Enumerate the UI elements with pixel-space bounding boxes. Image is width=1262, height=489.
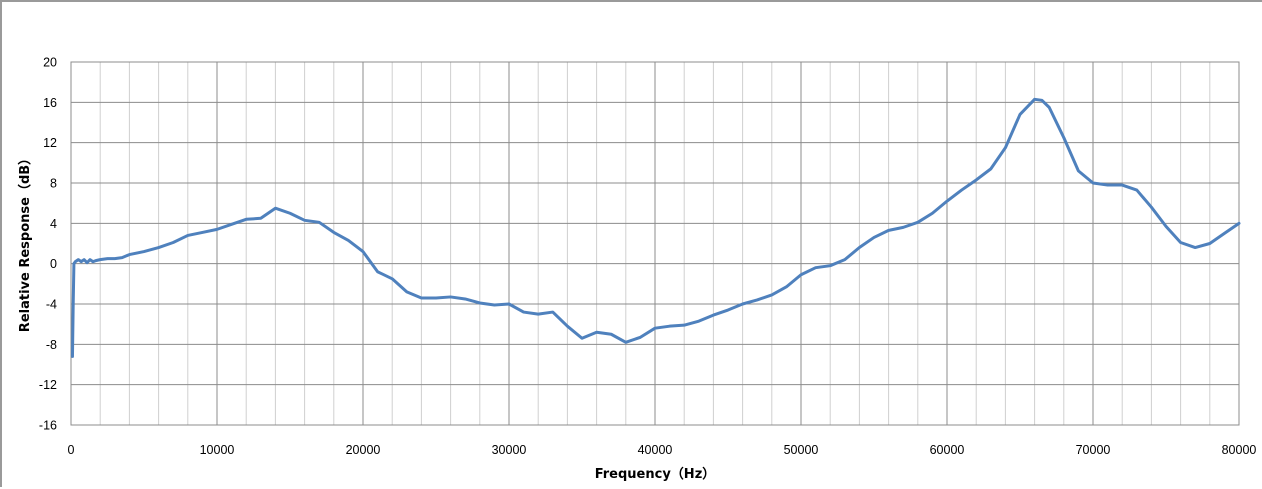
y-tick-label: -4 bbox=[46, 298, 57, 312]
x-axis-title: Frequency（Hz） bbox=[595, 466, 716, 482]
y-tick-label: 16 bbox=[43, 96, 57, 110]
plot-area-border bbox=[70, 61, 1240, 426]
y-tick-label: 4 bbox=[50, 217, 57, 231]
x-axis-tick-labels: 0 10000 20000 30000 40000 50000 60000 70000 8000… bbox=[68, 443, 1257, 457]
y-tick-label: 20 bbox=[43, 56, 57, 70]
y-tick-label: -16 bbox=[39, 419, 57, 433]
series-line bbox=[70, 97, 1241, 358]
y-tick-label: 8 bbox=[50, 177, 57, 191]
x-tick-label: 70000 bbox=[1076, 443, 1111, 457]
minor-gridlines bbox=[99, 62, 1211, 425]
x-tick-label: 50000 bbox=[784, 443, 819, 457]
x-tick-label: 60000 bbox=[930, 443, 965, 457]
x-tick-label: 80000 bbox=[1222, 443, 1257, 457]
x-tick-label: 10000 bbox=[200, 443, 235, 457]
y-tick-label: 12 bbox=[43, 136, 57, 150]
y-axis-title: Relative Response（dB） bbox=[17, 152, 33, 332]
x-tick-label: 0 bbox=[68, 443, 75, 457]
y-tick-label: -12 bbox=[39, 378, 57, 392]
y-axis-tick-labels: -16 -12 -8 -4 0 4 8 12 16 20 bbox=[39, 56, 57, 433]
y-tick-label: -8 bbox=[46, 338, 57, 352]
x-tick-label: 40000 bbox=[638, 443, 673, 457]
x-tick-label: 20000 bbox=[346, 443, 381, 457]
y-tick-label: 0 bbox=[50, 257, 57, 271]
x-tick-label: 30000 bbox=[492, 443, 527, 457]
series-group bbox=[70, 97, 1241, 358]
